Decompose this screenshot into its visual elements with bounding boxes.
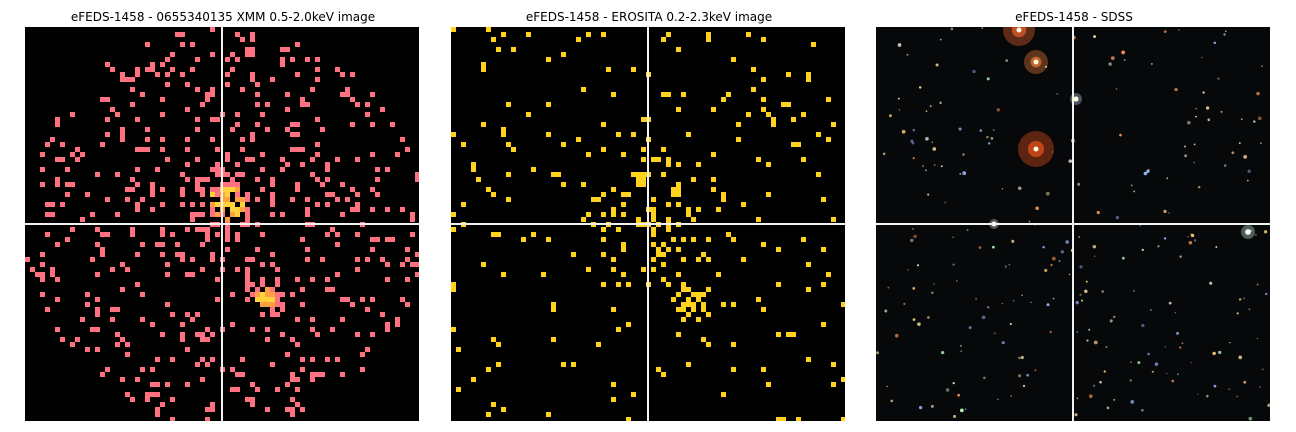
- xmm-pixel-map: [25, 27, 419, 421]
- sdss-image: [876, 27, 1270, 421]
- panel-title-xmm: eFEDS-1458 - 0655340135 XMM 0.5-2.0keV i…: [70, 10, 376, 24]
- crosshair-horizontal: [451, 223, 845, 225]
- crosshair-horizontal: [876, 223, 1270, 225]
- erosita-image: [451, 27, 845, 421]
- xmm-image: [25, 27, 419, 421]
- crosshair-horizontal: [25, 223, 419, 225]
- panel-title-erosita: eFEDS-1458 - EROSITA 0.2-2.3keV image: [525, 10, 773, 24]
- erosita-pixel-map: [451, 27, 845, 421]
- panel-title-sdss: eFEDS-1458 - SDSS: [1015, 10, 1133, 24]
